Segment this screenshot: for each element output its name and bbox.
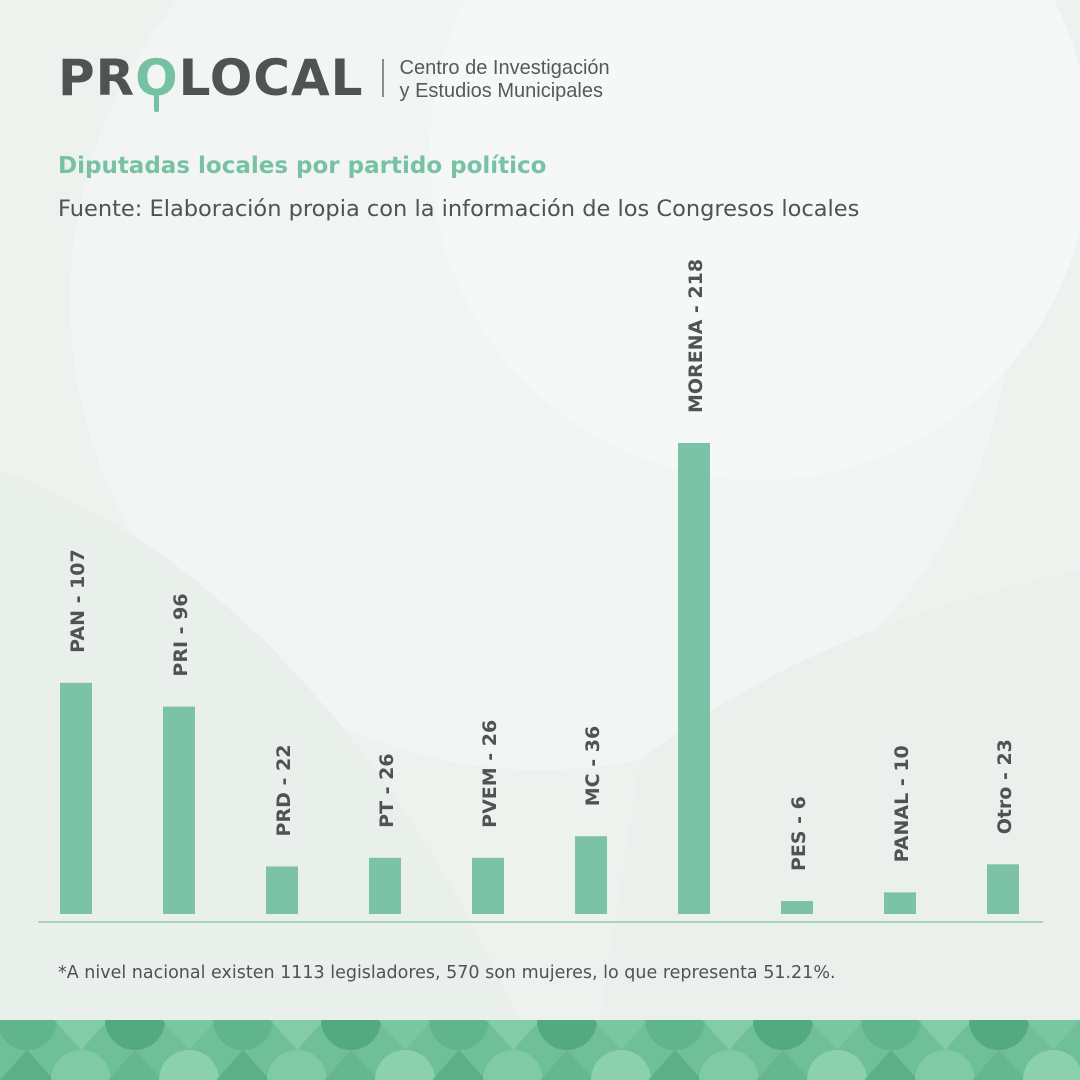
footer-shape [0, 1020, 57, 1050]
logo: PROLOCAL Centro de Investigación y Estud… [58, 52, 610, 122]
tagline-line-2: y Estudios Municipales [399, 80, 603, 102]
brand-tagline: Centro de Investigación y Estudios Munic… [400, 57, 610, 103]
footer-shape [51, 1050, 111, 1080]
footer-shape [807, 1050, 867, 1080]
footer-shape [159, 1050, 219, 1080]
data-label-morena: MORENA - 218 [685, 259, 707, 413]
footer-shape [54, 1020, 108, 1050]
footer-shape [486, 1020, 540, 1050]
footer-shape [429, 1020, 489, 1050]
footer-shape [0, 1050, 54, 1080]
footer-shape [375, 1050, 435, 1080]
footer-shape [591, 1050, 651, 1080]
bar-pes [781, 901, 813, 914]
footer-shape [324, 1050, 378, 1080]
footer-shape [1026, 1020, 1080, 1050]
footer-shape [810, 1020, 864, 1050]
data-label-pes: PES - 6 [788, 796, 810, 871]
tagline-line-1: Centro de Investigación [399, 57, 610, 79]
footer-shape [648, 1050, 702, 1080]
footer-shape [864, 1050, 918, 1080]
data-label-pvem: PVEM - 26 [479, 720, 501, 828]
data-label-pri: PRI - 96 [170, 593, 192, 676]
chart-subtitle: Fuente: Elaboración propia con la inform… [58, 196, 860, 222]
footer-shape [969, 1020, 1029, 1050]
footer-shape [537, 1020, 597, 1050]
data-label-prd: PRD - 22 [273, 745, 295, 837]
data-label-pan: PAN - 107 [67, 549, 89, 653]
footer-shape [753, 1020, 813, 1050]
footer-shape [105, 1020, 165, 1050]
bar-pvem [472, 857, 504, 914]
footer-pattern [0, 1020, 1080, 1080]
footer-shape [213, 1020, 273, 1050]
data-label-panal: PANAL - 10 [891, 745, 913, 862]
brand-wordmark: PROLOCAL [58, 49, 364, 112]
footer-shape [162, 1020, 216, 1050]
footer-shape [594, 1020, 648, 1050]
footer-shape [108, 1050, 162, 1080]
bar-pri [163, 706, 195, 914]
footer-shape [1023, 1050, 1080, 1080]
data-label-pt: PT - 26 [376, 753, 398, 827]
footer-shape [918, 1020, 972, 1050]
footer-shape [645, 1020, 705, 1050]
footer-shape [540, 1050, 594, 1080]
bar-prd [266, 866, 298, 914]
footer-shape [699, 1050, 759, 1080]
footer-shape [702, 1020, 756, 1050]
data-label-mc: MC - 36 [582, 726, 604, 806]
footer-shape [972, 1050, 1026, 1080]
bar-morena [678, 443, 710, 914]
bar-pan [60, 682, 92, 914]
footer-shape [216, 1050, 270, 1080]
footnote: *A nivel nacional existen 1113 legislado… [58, 963, 836, 983]
bar-panal [884, 892, 916, 914]
footer-shape [321, 1020, 381, 1050]
data-label-otro: Otro - 23 [994, 739, 1016, 834]
footer-shape [270, 1020, 324, 1050]
footer-shape [756, 1050, 810, 1080]
footer-shape [267, 1050, 327, 1080]
bar-pt [369, 857, 401, 914]
chart-title: Diputadas locales por partido político [58, 153, 547, 179]
bar-mc [575, 836, 607, 914]
logo-divider [381, 59, 384, 97]
footer-shape [432, 1050, 486, 1080]
footer-shape [378, 1020, 432, 1050]
brand-letter-o-pin: O [135, 49, 179, 112]
footer-shape [861, 1020, 921, 1050]
footer-shape [483, 1050, 543, 1080]
footer-shape [915, 1050, 975, 1080]
bar-chart: PAN - 107 PRI - 96 PRD - 22 PT - 26 PVEM - 2… [38, 259, 1043, 923]
bar-otro [987, 864, 1019, 914]
